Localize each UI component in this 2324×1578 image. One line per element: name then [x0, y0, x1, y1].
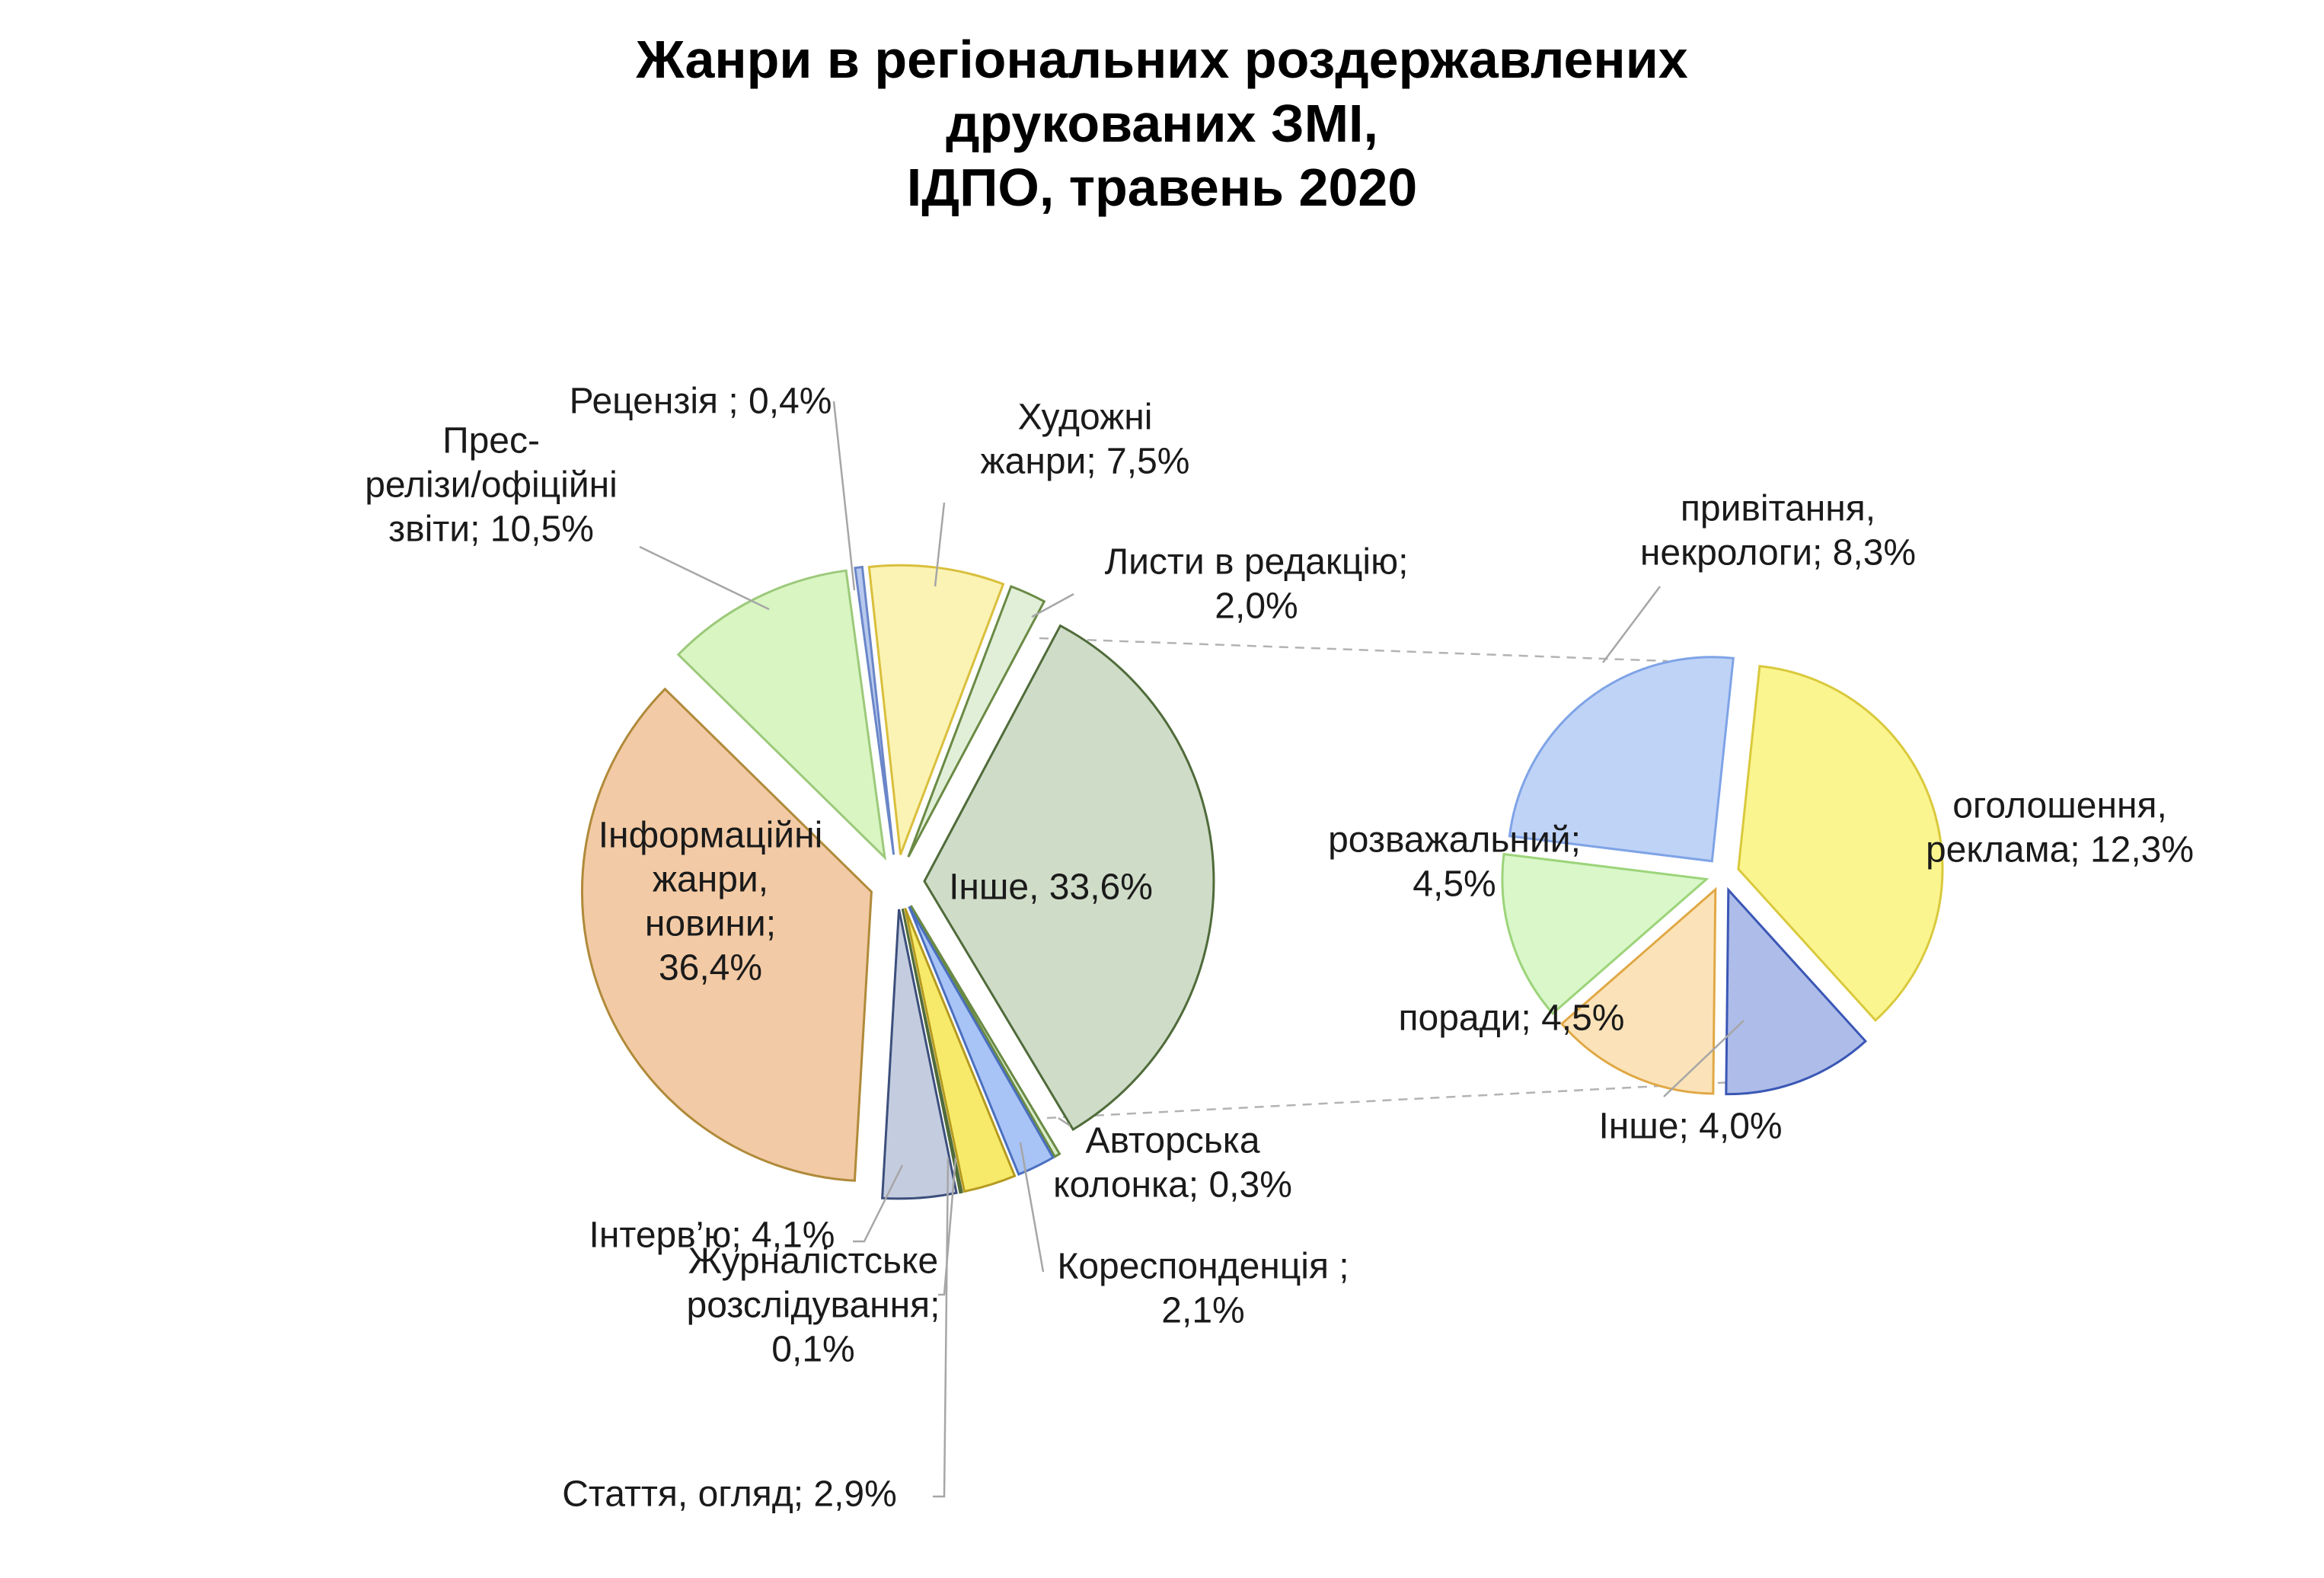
main-label-авторська-колонка-1: колонка; 0,3% — [1053, 1165, 1292, 1206]
main-label-журналістське-розслідування-1: розслідування; — [687, 1286, 940, 1326]
main-label-кореспонденція-1: 2,1% — [1161, 1291, 1244, 1331]
connector-lines — [1039, 637, 1748, 1120]
sec-label-інше-0: Інше; 4,0% — [1598, 1107, 1782, 1147]
sec-label-поради-0: поради; 4,5% — [1399, 998, 1625, 1039]
main-label-інформаційні-жанри-новини-2: новини; — [645, 904, 776, 944]
main-leader-рецензія — [832, 401, 856, 591]
main-label-журналістське-розслідування-2: 0,1% — [771, 1330, 854, 1370]
main-leader-кореспонденція — [1019, 1142, 1045, 1273]
sec-label-оголошення-реклама-1: реклама; 12,3% — [1926, 830, 2194, 870]
main-label-інтерв-ю-0: Інтерв’ю; 4,1% — [589, 1215, 835, 1256]
sec-label-привітання-некрологи-1: некрологи; 8,3% — [1640, 533, 1916, 573]
main-slice-інтерв-ю — [881, 909, 958, 1200]
main-slice-рецензія — [854, 565, 895, 855]
main-label-художні-жанри-1: жанри; 7,5% — [981, 442, 1190, 482]
sec-slice-інше — [1725, 886, 1868, 1096]
main-label-авторська-колонка-0: Авторська — [1085, 1121, 1259, 1161]
main-slice-інше — [923, 624, 1215, 1132]
main-leader-журналістське-розслідування — [938, 1157, 957, 1296]
connector-line-top — [1039, 637, 1668, 663]
main-slice-стаття-огляд — [904, 907, 1017, 1193]
main-leader-стаття-огляд — [933, 1157, 950, 1498]
main-label-прес-релізи-офіційні-звіти-1: релізи/офіційні — [365, 465, 618, 506]
sec-label-оголошення-реклама-0: оголошення, — [1952, 786, 2167, 826]
main-label-листи-в-редакцію-1: 2,0% — [1215, 586, 1298, 627]
main-label-стаття-огляд-0: Стаття, огляд; 2,9% — [562, 1474, 897, 1515]
connector-line-bottom — [1046, 1080, 1748, 1120]
main-label-інформаційні-жанри-новини-0: Інформаційні — [599, 816, 823, 856]
sec-slice-розважальний — [1501, 852, 1709, 1015]
chart-title-line-1: Жанри в регіональних роздержавлених — [636, 30, 1688, 89]
sec-label-привітання-некрологи-0: привітання, — [1681, 489, 1875, 529]
main-slice-прес-релізи-офіційні-звіти — [676, 569, 886, 861]
sec-slice-привітання-некрологи — [1508, 656, 1735, 863]
main-label-інформаційні-жанри-новини-1: жанри, — [653, 860, 768, 900]
leader-lines — [639, 401, 1745, 1498]
main-leader-листи-в-редакцію — [1031, 593, 1074, 618]
sec-slice-поради — [1559, 886, 1717, 1095]
main-label-рецензія-0: Рецензія ; 0,4% — [570, 382, 832, 422]
main-label-прес-релізи-офіційні-звіти-0: Прес- — [442, 421, 540, 462]
main-slice-листи-в-редакцію — [907, 585, 1046, 858]
main-label-листи-в-редакцію-0: Листи в редакцію; — [1105, 542, 1409, 583]
main-label-художні-жанри-0: Художні — [1018, 398, 1153, 438]
main-slice-авторська-колонка — [909, 905, 1061, 1158]
main-label-прес-релізи-офіційні-звіти-2: звіти; 10,5% — [388, 509, 594, 550]
main-leader-прес-релізи-офіційні-звіти — [639, 545, 770, 611]
main-label-інформаційні-жанри-новини-3: 36,4% — [659, 948, 762, 989]
sec-slice-оголошення-реклама — [1737, 664, 1944, 1022]
main-slice-журналістське-розслідування — [901, 908, 963, 1194]
main-label-журналістське-розслідування-0: Журналістське — [688, 1241, 939, 1282]
main-label-кореспонденція-0: Кореспонденція ; — [1057, 1247, 1349, 1287]
secondary-pie — [1501, 656, 1944, 1096]
main-leader-авторська-колонка — [1058, 1116, 1071, 1127]
main-slice-інформаційні-жанри-новини — [580, 687, 873, 1182]
main-slice-кореспонденція — [908, 906, 1055, 1176]
sec-label-розважальний-0: розважальний; — [1328, 820, 1581, 861]
main-leader-інтерв-ю — [853, 1164, 904, 1243]
main-pie — [580, 564, 1215, 1200]
sec-label-розважальний-1: 4,5% — [1413, 864, 1496, 905]
sec-leader-інше — [1663, 1020, 1745, 1097]
sec-leader-привітання-некрологи — [1602, 586, 1661, 663]
chart-title-line-3: ІДПО, травень 2020 — [906, 158, 1418, 217]
main-label-інше-0: Інше, 33,6% — [949, 867, 1153, 908]
main-leader-художні-жанри — [934, 502, 946, 587]
chart-title-line-2: друкованих ЗМІ, — [946, 94, 1378, 153]
